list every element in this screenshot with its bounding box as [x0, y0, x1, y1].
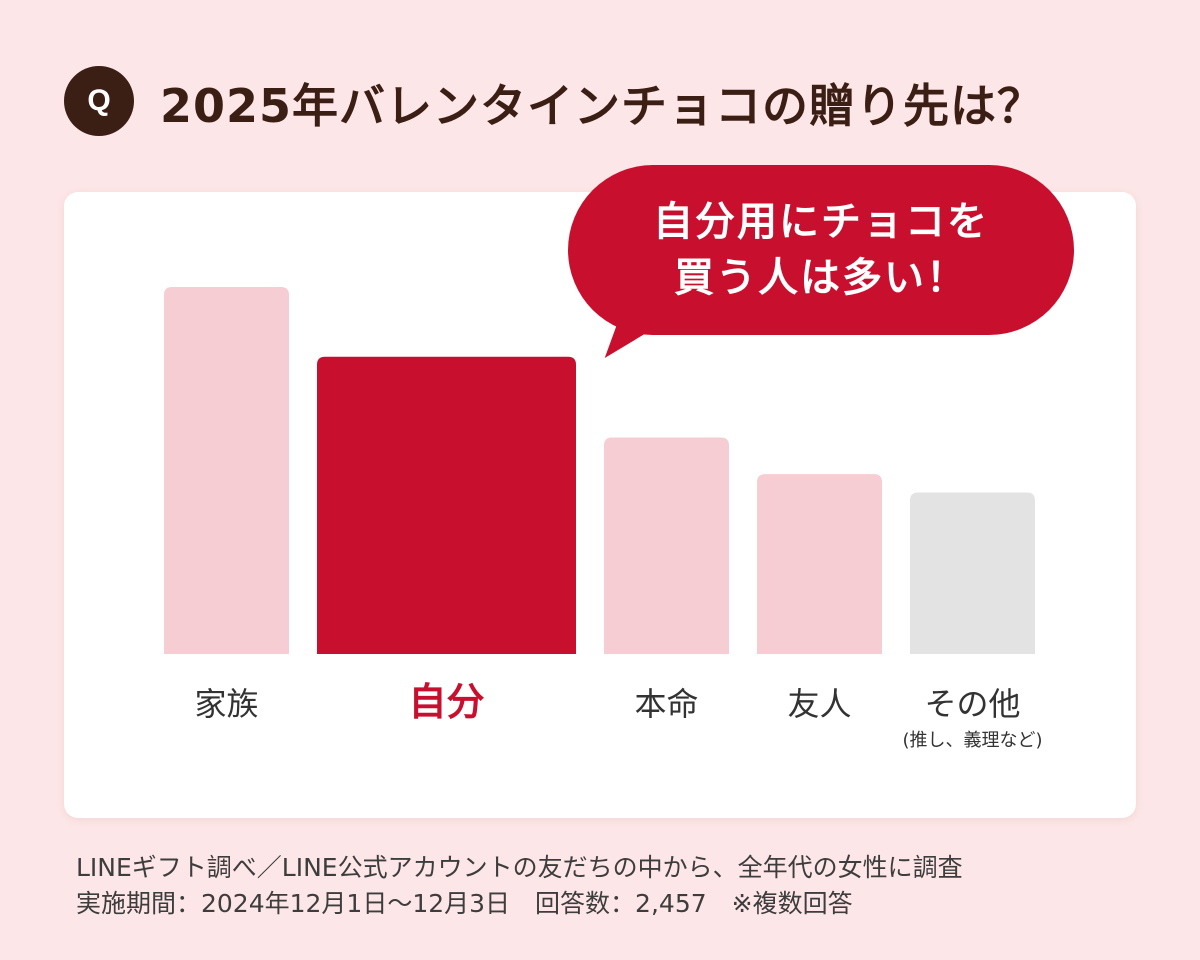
bar-0	[164, 287, 289, 654]
callout-bubble: 自分用にチョコを 買う人は多い！	[568, 165, 1074, 335]
category-label-1: 自分	[408, 680, 484, 724]
category-label-3: 友人	[787, 685, 851, 723]
callout-line-2: 買う人は多い！	[674, 255, 968, 301]
bar-chart: 家族 自分 本命 友人 その他 (推し、義理など)	[164, 287, 1043, 751]
bar-2	[604, 437, 729, 654]
question-badge: Q	[64, 66, 134, 136]
category-note-4: (推し、義理など)	[902, 730, 1042, 751]
bar-1	[317, 356, 576, 654]
source-note: LINEギフト調べ／LINE公式アカウントの友だちの中から、全年代の女性に調査 …	[76, 850, 963, 922]
bar-3	[757, 474, 882, 654]
page-title: 2025年バレンタインチョコの贈り先は？	[160, 79, 1045, 133]
bar-4	[910, 492, 1035, 654]
callout-line-1: 自分用にチョコを	[653, 199, 989, 245]
source-note-line-1: LINEギフト調べ／LINE公式アカウントの友だちの中から、全年代の女性に調査	[76, 853, 963, 882]
category-label-4: その他	[924, 685, 1020, 723]
source-note-line-2: 実施期間：2024年12月1日〜12月3日 回答数：2,457 ※複数回答	[76, 889, 853, 918]
category-label-0: 家族	[194, 685, 258, 723]
category-label-2: 本命	[634, 685, 698, 723]
